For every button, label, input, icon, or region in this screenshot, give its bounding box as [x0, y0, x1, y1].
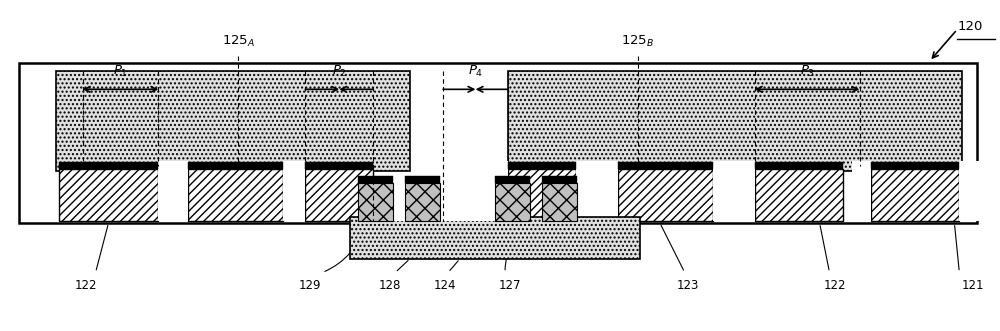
Text: 123: 123	[677, 278, 699, 292]
Bar	[188, 162, 283, 169]
Bar	[495, 176, 530, 183]
Bar	[405, 176, 440, 183]
Bar	[618, 162, 713, 169]
Bar	[871, 162, 959, 169]
Text: 127: 127	[499, 278, 521, 292]
Bar	[508, 169, 576, 221]
Bar	[188, 169, 283, 221]
Text: $P_3$: $P_3$	[800, 64, 815, 79]
Bar	[508, 162, 576, 169]
Bar	[959, 161, 979, 221]
Bar	[495, 183, 530, 221]
Text: $125_B$: $125_B$	[621, 34, 654, 50]
Bar	[542, 176, 577, 183]
Bar	[755, 169, 843, 221]
Text: 128: 128	[379, 278, 401, 292]
Bar	[283, 161, 305, 221]
Bar	[713, 161, 755, 221]
Text: 121: 121	[961, 278, 984, 292]
Text: $P_2$: $P_2$	[332, 64, 347, 79]
Bar	[852, 161, 871, 221]
Bar	[56, 71, 410, 171]
Bar	[508, 71, 962, 171]
Bar	[350, 217, 640, 259]
Bar	[158, 161, 188, 221]
Bar	[305, 162, 373, 169]
Text: 122: 122	[823, 278, 846, 292]
Bar	[542, 183, 577, 221]
Text: 120: 120	[957, 20, 983, 33]
Bar	[755, 162, 843, 169]
Text: $125_A$: $125_A$	[222, 34, 255, 50]
Bar	[488, 161, 508, 221]
Text: 122: 122	[74, 278, 97, 292]
Bar	[19, 64, 977, 223]
Text: 124: 124	[434, 278, 456, 292]
Bar	[871, 169, 959, 221]
Bar	[59, 169, 158, 221]
Text: 129: 129	[299, 278, 322, 292]
Bar	[618, 169, 713, 221]
Bar	[358, 183, 393, 221]
Bar	[305, 169, 373, 221]
Bar	[576, 161, 618, 221]
Text: $P_1$: $P_1$	[113, 64, 128, 79]
Bar	[358, 176, 393, 183]
Bar	[59, 162, 158, 169]
Bar	[405, 183, 440, 221]
Bar	[393, 173, 495, 221]
Text: $P_4$: $P_4$	[468, 64, 483, 79]
